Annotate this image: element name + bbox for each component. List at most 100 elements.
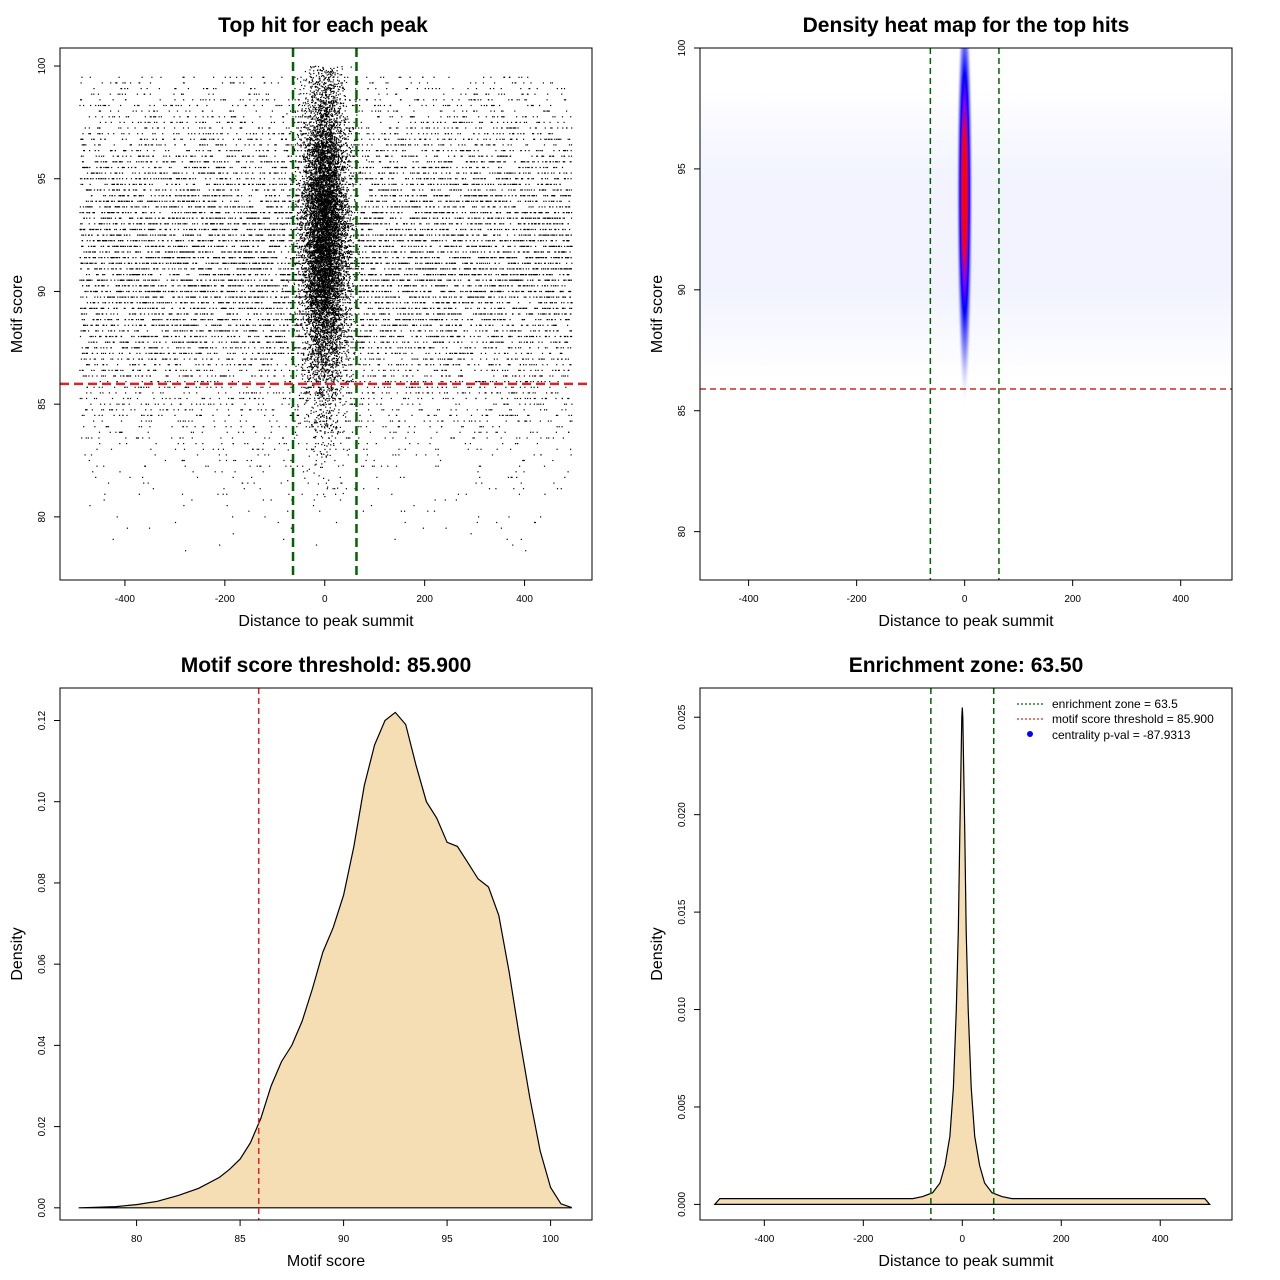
scatter-point [254,228,256,231]
scatter-point [400,324,402,326]
scatter-point [165,330,167,332]
scatter-point [546,110,548,112]
scatter-point [159,290,161,293]
scatter-point [221,133,223,135]
scatter-point [235,285,237,287]
scatter-point [167,352,170,354]
scatter-point [506,403,508,405]
scatter-point [450,352,452,354]
scatter-point [546,166,549,169]
scatter-point [85,375,87,377]
scatter-point [484,302,486,304]
scatter-point [137,347,139,349]
scatter-point [420,324,422,326]
scatter-point [129,234,131,236]
scatter-point [226,330,228,332]
scatter-point [178,274,180,276]
scatter-point [196,476,199,478]
scatter-point [529,420,531,422]
scatter-point [107,212,109,214]
scatter-point [232,155,234,157]
scatter-point [202,285,205,287]
scatter-point [107,307,110,309]
scatter-point [283,302,285,304]
scatter-point [330,364,332,366]
scatter-point [342,414,344,416]
scatter-point [185,178,187,180]
scatter-point [546,296,548,298]
scatter-point [507,414,509,416]
scatter-point [238,150,240,152]
scatter-point [281,262,283,264]
scatter-point [450,178,452,180]
scatter-point [459,268,461,270]
scatter-point [228,313,230,315]
scatter-point [560,488,562,490]
scatter-point [357,274,359,276]
scatter-point [233,212,235,214]
scatter-point [481,319,483,321]
scatter-point [162,138,164,140]
scatter-point [431,88,433,90]
scatter-point [512,133,514,135]
scatter-point [556,448,558,450]
scatter-point [172,285,174,287]
scatter-point [470,104,472,107]
scatter-point [150,420,152,422]
scatter-point [419,290,422,293]
scatter-point [380,335,382,338]
scatter-point [494,330,496,332]
scatter-point [101,307,104,309]
scatter-point [392,262,394,264]
scatter-point [530,330,532,332]
scatter-point [226,431,228,433]
scatter-point [338,397,340,400]
scatter-point [139,313,141,315]
scatter-point [432,206,435,208]
scatter-point [315,313,318,315]
scatter-point [109,403,111,405]
scatter-point [530,206,532,208]
scatter-point [473,110,475,112]
scatter-point [370,240,372,242]
scatter-point [299,347,301,349]
scatter-point [420,313,422,315]
scatter-point [87,189,89,191]
scatter-point [522,116,524,118]
scatter-point [220,403,222,405]
scatter-point [274,223,276,225]
scatter-point [231,183,233,185]
scatter-point [195,386,197,388]
scatter-point [520,223,522,225]
scatter-point [441,178,443,180]
scatter-point [430,178,432,180]
scatter-point [516,257,518,259]
scatter-point [429,206,431,208]
scatter-point [237,104,239,107]
scatter-point [311,138,313,140]
scatter-point [526,324,528,326]
scatter-point [419,330,421,332]
scatter-point [475,183,477,185]
scatter-point [395,166,397,169]
scatter-point [378,245,381,247]
scatter-point [405,138,407,140]
scatter-point [250,409,252,411]
scatter-point [161,324,163,326]
scatter-point [122,178,124,180]
scatter-point [431,200,433,202]
scatter-point [88,133,90,135]
scatter-point [127,245,129,247]
scatter-point [110,110,112,112]
scatter-point [242,155,244,157]
scatter-point [520,150,522,152]
scatter-point [499,195,501,197]
scatter-point [555,144,557,146]
scatter-point [127,200,129,202]
scatter-point [248,324,250,326]
scatter-point [523,223,525,225]
scatter-point [277,245,279,247]
scatter-point [380,341,382,343]
scatter-point [184,285,186,287]
scatter-point [338,155,341,157]
